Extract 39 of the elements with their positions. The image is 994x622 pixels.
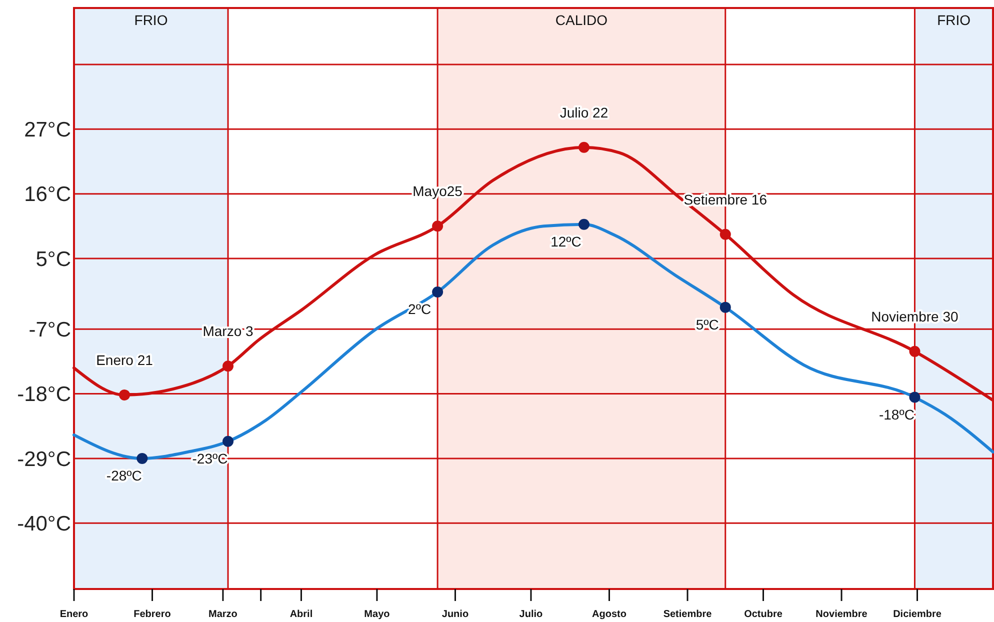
point bbox=[432, 286, 444, 298]
annotation: Enero 21 bbox=[96, 352, 154, 368]
annotation: 12ºC bbox=[550, 233, 582, 250]
y-tick-label: -7°C bbox=[28, 318, 71, 342]
point bbox=[720, 302, 731, 313]
x-tick-label: Enero bbox=[60, 609, 88, 620]
point bbox=[578, 218, 590, 230]
annotation: 5ºC bbox=[696, 316, 719, 332]
annotation: Julio 22 bbox=[560, 104, 608, 120]
x-tick-label: Setiembre bbox=[663, 609, 712, 620]
y-tick-label: 5°C bbox=[36, 248, 71, 271]
y-tick-label: -29°C bbox=[17, 448, 71, 471]
annotation: -28ºC bbox=[106, 467, 142, 484]
x-tick-label: Noviembre bbox=[816, 609, 868, 620]
x-tick-label: Julio bbox=[519, 609, 543, 620]
band-label: CALIDO bbox=[555, 12, 608, 28]
point bbox=[720, 228, 731, 240]
y-tick-label: -40°C bbox=[17, 512, 71, 536]
point bbox=[222, 436, 234, 447]
point bbox=[578, 142, 590, 153]
x-tick-label: Febrero bbox=[134, 609, 171, 620]
point bbox=[909, 346, 920, 357]
x-tick-label: Marzo bbox=[208, 609, 238, 620]
x-tick-label: Octubre bbox=[744, 609, 783, 620]
x-tick-label: Diciembre bbox=[893, 609, 942, 620]
point bbox=[909, 392, 920, 403]
x-tick-label: Junio bbox=[442, 609, 469, 620]
annotation: 2ºC bbox=[408, 301, 432, 318]
band-label: FRIO bbox=[134, 12, 168, 28]
y-tick-label: 16°C bbox=[24, 183, 71, 206]
x-tick-label: Agosto bbox=[592, 609, 626, 620]
point bbox=[432, 220, 444, 232]
band-label: FRIO bbox=[937, 12, 971, 28]
x-tick-label: Abril bbox=[290, 609, 313, 620]
x-tick-label: Mayo bbox=[364, 609, 390, 620]
point bbox=[222, 360, 234, 372]
y-tick-label: 27°C bbox=[24, 118, 71, 142]
y-tick-label: -18°C bbox=[17, 383, 71, 406]
annotation: -18ºC bbox=[879, 406, 914, 422]
